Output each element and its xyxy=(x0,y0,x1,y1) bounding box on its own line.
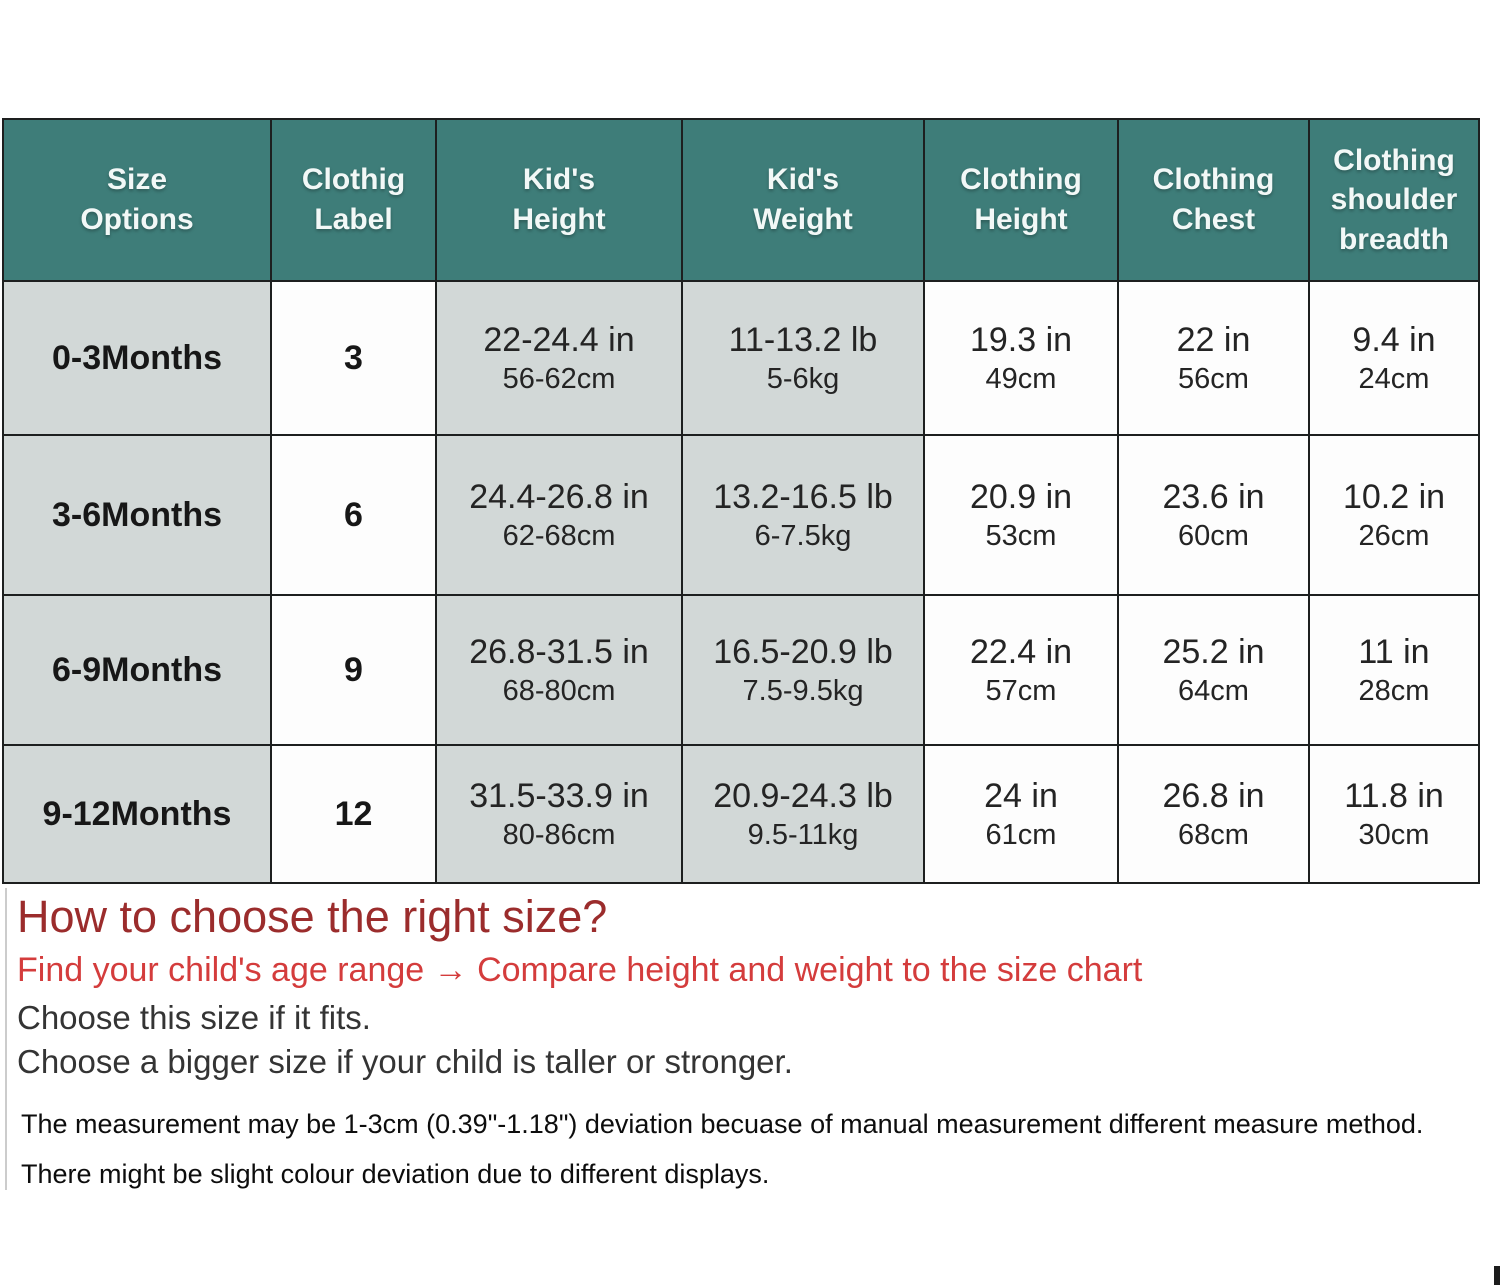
cell-clothing-label: 12 xyxy=(270,744,437,884)
table-row: 3-6Months 6 24.4-26.8 in 62-68cm 13.2-16.… xyxy=(2,434,1480,596)
cell-shoulder-breadth: 11 in 28cm xyxy=(1308,594,1480,746)
colour-disclaimer: There might be slight colour deviation d… xyxy=(21,1159,770,1189)
bigger-size-instruction: Choose a bigger size if your child is ta… xyxy=(17,1043,793,1080)
cell-shoulder-breadth: 10.2 in 26cm xyxy=(1308,434,1480,596)
table-row: 9-12Months 12 31.5-33.9 in 80-86cm 20.9-2… xyxy=(2,744,1480,884)
fit-instruction-line: Choose this size if it fits. xyxy=(17,999,371,1036)
cell-kids-weight: 20.9-24.3 lb 9.5-11kg xyxy=(681,744,925,884)
col-header-size-options: Size Options xyxy=(2,118,272,282)
cell-clothing-height: 22.4 in 57cm xyxy=(923,594,1119,746)
cell-size-options: 9-12Months xyxy=(2,744,272,884)
cell-kids-weight: 16.5-20.9 lb 7.5-9.5kg xyxy=(681,594,925,746)
col-header-clothing-height: Clothing Height xyxy=(923,118,1119,282)
size-chart-table: Size Options Clothig Label Kid's Height … xyxy=(2,118,1480,884)
col-header-shoulder-breadth: Clothing shoulder breadth xyxy=(1308,118,1480,282)
cell-clothing-chest: 22 in 56cm xyxy=(1117,280,1310,436)
cell-clothing-chest: 25.2 in 64cm xyxy=(1117,594,1310,746)
step-instruction-line: Find your child's age range → Compare he… xyxy=(17,951,1143,989)
how-to-choose-heading: How to choose the right size? xyxy=(17,891,608,942)
cell-clothing-height: 19.3 in 49cm xyxy=(923,280,1119,436)
page-edge-artifact xyxy=(5,888,7,1190)
measurement-disclaimer: The measurement may be 1-3cm (0.39"-1.18… xyxy=(21,1109,1424,1139)
cell-kids-height: 24.4-26.8 in 62-68cm xyxy=(435,434,683,596)
cell-clothing-label: 9 xyxy=(270,594,437,746)
cell-size-options: 3-6Months xyxy=(2,434,272,596)
cell-kids-height: 31.5-33.9 in 80-86cm xyxy=(435,744,683,884)
col-header-clothing-chest: Clothing Chest xyxy=(1117,118,1310,282)
cell-clothing-chest: 23.6 in 60cm xyxy=(1117,434,1310,596)
cell-kids-height: 26.8-31.5 in 68-80cm xyxy=(435,594,683,746)
cell-size-options: 0-3Months xyxy=(2,280,272,436)
col-header-clothing-label: Clothig Label xyxy=(270,118,437,282)
cell-clothing-height: 20.9 in 53cm xyxy=(923,434,1119,596)
cell-clothing-height: 24 in 61cm xyxy=(923,744,1119,884)
cell-clothing-label: 6 xyxy=(270,434,437,596)
table-row: 6-9Months 9 26.8-31.5 in 68-80cm 16.5-20.… xyxy=(2,594,1480,746)
col-header-kids-height: Kid's Height xyxy=(435,118,683,282)
corner-mark xyxy=(1494,1266,1500,1285)
cell-kids-weight: 11-13.2 lb 5-6kg xyxy=(681,280,925,436)
table-row: 0-3Months 3 22-24.4 in 56-62cm 11-13.2 lb… xyxy=(2,280,1480,436)
cell-shoulder-breadth: 11.8 in 30cm xyxy=(1308,744,1480,884)
cell-clothing-chest: 26.8 in 68cm xyxy=(1117,744,1310,884)
header-row: Size Options Clothig Label Kid's Height … xyxy=(2,118,1480,282)
col-header-kids-weight: Kid's Weight xyxy=(681,118,925,282)
cell-kids-weight: 13.2-16.5 lb 6-7.5kg xyxy=(681,434,925,596)
cell-shoulder-breadth: 9.4 in 24cm xyxy=(1308,280,1480,436)
cell-size-options: 6-9Months xyxy=(2,594,272,746)
cell-clothing-label: 3 xyxy=(270,280,437,436)
cell-kids-height: 22-24.4 in 56-62cm xyxy=(435,280,683,436)
